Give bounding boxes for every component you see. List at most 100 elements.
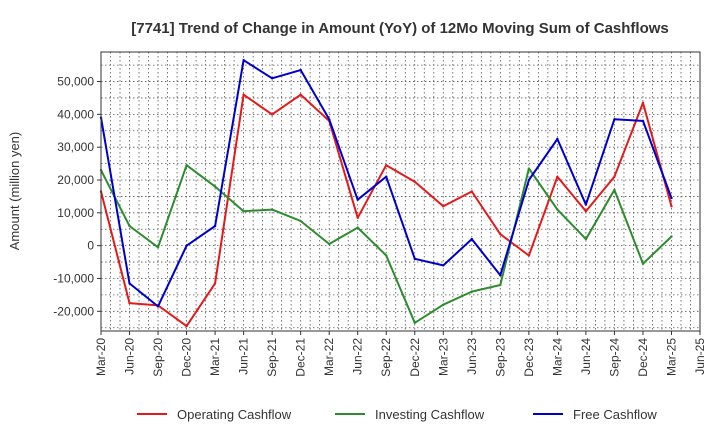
data-point-investing-cashflow: [128, 224, 131, 228]
data-point-free-cashflow: [527, 178, 531, 182]
y-tick-label: 50,000: [57, 75, 94, 89]
x-tick-label: Sep-22: [379, 338, 393, 377]
x-tick-label: Jun-20: [123, 338, 137, 375]
x-tick-label: Mar-25: [664, 338, 678, 376]
data-point-investing-cashflow: [270, 208, 274, 211]
x-tick-label: Dec-24: [636, 338, 650, 377]
x-tick-label: Dec-23: [522, 338, 536, 377]
x-tick-label: Sep-23: [493, 338, 507, 377]
x-tick-label: Dec-20: [180, 338, 194, 377]
y-tick-label: 10,000: [57, 206, 94, 220]
x-tick-label: Jun-21: [237, 338, 251, 375]
data-point-operating-cashflow: [242, 93, 245, 96]
data-point-free-cashflow: [356, 198, 359, 201]
data-point-investing-cashflow: [584, 237, 588, 241]
data-point-free-cashflow: [156, 305, 160, 308]
y-axis-label: Amount (million yen): [7, 132, 22, 251]
legend: Operating Cashflow Investing Cashflow Free…: [137, 407, 657, 422]
data-point-investing-cashflow: [470, 290, 474, 293]
y-tick-label: 20,000: [57, 173, 94, 187]
data-point-operating-cashflow: [413, 180, 416, 183]
x-tick-label: Jun-24: [579, 338, 593, 375]
data-point-free-cashflow: [670, 196, 673, 200]
data-point-operating-cashflow: [270, 113, 274, 116]
data-point-investing-cashflow: [499, 283, 502, 287]
data-point-investing-cashflow: [641, 262, 645, 265]
data-point-operating-cashflow: [584, 209, 588, 213]
data-point-free-cashflow: [385, 175, 388, 178]
data-point-investing-cashflow: [185, 164, 188, 167]
plot-area-frame: [100, 51, 701, 332]
y-axis-ticks: -20,000 -10,000 0 10,000 20,000 30,000 40,000 5…: [53, 75, 101, 318]
data-point-operating-cashflow: [613, 175, 616, 178]
data-point-investing-cashflow: [242, 209, 245, 213]
series-lines: [99, 59, 673, 328]
x-tick-label: Sep-24: [607, 338, 621, 377]
x-tick-label: Mar-22: [322, 338, 336, 376]
data-point-free-cashflow: [270, 77, 274, 80]
y-tick-label: 0: [87, 239, 94, 253]
y-tick-label: -20,000: [53, 304, 94, 318]
data-point-operating-cashflow: [128, 301, 131, 305]
data-point-free-cashflow: [327, 118, 331, 121]
data-point-operating-cashflow: [499, 232, 502, 236]
data-point-operating-cashflow: [442, 205, 445, 208]
x-tick-label: Dec-21: [294, 338, 308, 377]
data-point-free-cashflow: [128, 282, 131, 285]
data-point-investing-cashflow: [299, 219, 302, 223]
y-tick-label: 30,000: [57, 140, 94, 154]
data-point-free-cashflow: [213, 224, 217, 228]
x-tick-label: Jun-22: [351, 338, 365, 375]
x-tick-label: Jun-25: [693, 338, 707, 375]
data-point-free-cashflow: [299, 68, 302, 72]
data-point-investing-cashflow: [413, 321, 416, 324]
data-point-operating-cashflow: [670, 205, 673, 208]
data-point-investing-cashflow: [156, 246, 160, 249]
data-point-free-cashflow: [470, 237, 474, 241]
data-point-operating-cashflow: [185, 324, 188, 328]
data-point-free-cashflow: [413, 257, 416, 260]
data-point-free-cashflow: [499, 274, 502, 277]
data-point-investing-cashflow: [385, 254, 388, 257]
data-point-operating-cashflow: [556, 175, 559, 178]
data-point-free-cashflow: [556, 137, 559, 141]
data-point-operating-cashflow: [356, 216, 359, 219]
data-point-investing-cashflow: [556, 208, 559, 211]
y-tick-label: -10,000: [53, 271, 94, 285]
data-point-investing-cashflow: [527, 167, 531, 170]
legend-label-investing-cashflow: Investing Cashflow: [375, 407, 485, 422]
x-tick-label: Mar-21: [208, 338, 222, 376]
x-tick-label: Dec-22: [408, 338, 422, 377]
x-tick-label: Sep-21: [265, 338, 279, 377]
legend-label-free-cashflow: Free Cashflow: [573, 407, 657, 422]
data-point-free-cashflow: [242, 59, 245, 62]
data-point-investing-cashflow: [613, 188, 616, 192]
data-point-free-cashflow: [584, 203, 588, 206]
data-point-investing-cashflow: [356, 226, 359, 229]
y-tick-label: 40,000: [57, 107, 94, 121]
legend-label-operating-cashflow: Operating Cashflow: [177, 407, 292, 422]
data-point-operating-cashflow: [299, 93, 302, 96]
data-point-operating-cashflow: [641, 101, 645, 105]
data-point-free-cashflow: [613, 118, 616, 121]
data-point-investing-cashflow: [327, 242, 331, 246]
chart-title: [7741] Trend of Change in Amount (YoY) o…: [131, 20, 669, 37]
x-tick-label: Mar-20: [94, 338, 108, 376]
x-axis-ticks: Mar-20 Jun-20 Sep-20 Dec-20 Mar-21 Jun-21 Sep-…: [94, 331, 707, 377]
data-point-free-cashflow: [442, 264, 445, 267]
x-tick-label: Mar-24: [550, 338, 564, 376]
data-point-operating-cashflow: [470, 190, 474, 193]
x-tick-label: Jun-23: [465, 338, 479, 375]
x-tick-label: Sep-20: [151, 338, 165, 377]
x-tick-label: Mar-23: [436, 338, 450, 376]
grid: [100, 52, 701, 331]
data-point-operating-cashflow: [213, 282, 217, 285]
data-point-free-cashflow: [185, 244, 188, 247]
data-point-investing-cashflow: [670, 235, 673, 238]
data-point-operating-cashflow: [527, 254, 531, 257]
data-point-investing-cashflow: [213, 185, 217, 188]
data-point-operating-cashflow: [385, 164, 388, 167]
data-point-investing-cashflow: [442, 303, 445, 306]
